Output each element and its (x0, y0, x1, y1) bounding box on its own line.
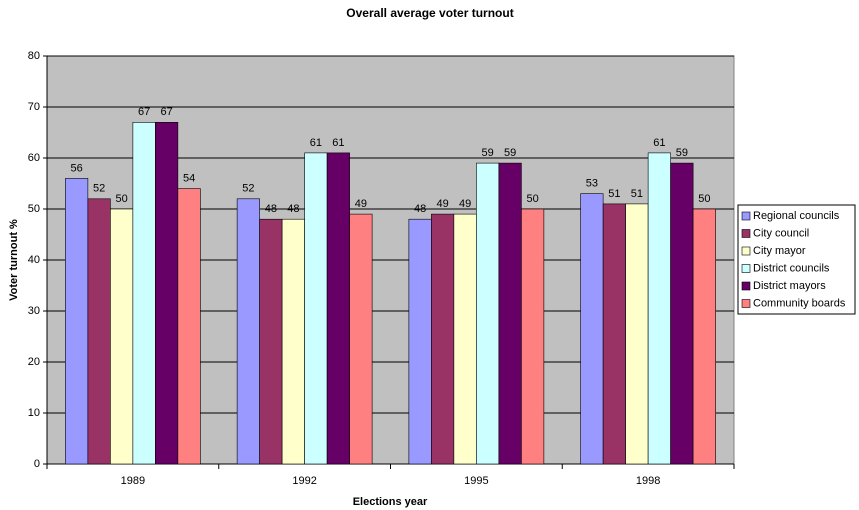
data-label: 51 (631, 188, 643, 200)
legend-label: Community boards (753, 297, 846, 309)
data-label: 61 (310, 137, 322, 149)
x-tick-label: 1995 (464, 475, 488, 487)
data-label: 53 (586, 178, 598, 190)
y-tick-label: 10 (28, 407, 40, 419)
bar (65, 178, 89, 465)
data-label: 52 (93, 183, 105, 195)
bar (236, 198, 260, 465)
legend-swatch (741, 299, 751, 308)
data-label: 50 (698, 193, 710, 205)
bar (498, 162, 522, 465)
data-label: 61 (332, 137, 344, 149)
bar (110, 208, 134, 465)
bar (87, 198, 111, 465)
bar (349, 213, 373, 465)
bar (453, 213, 477, 465)
data-label: 59 (676, 147, 688, 159)
y-tick-label: 20 (28, 356, 40, 368)
bar (670, 162, 694, 465)
chart-title: Overall average voter turnout (346, 6, 513, 20)
y-tick-label: 60 (28, 152, 40, 164)
bar (692, 208, 716, 465)
data-label: 49 (437, 198, 449, 210)
bar (132, 122, 156, 465)
y-tick-label: 0 (34, 458, 40, 470)
bar (602, 203, 626, 465)
y-tick-label: 30 (28, 305, 40, 317)
legend-box (737, 204, 856, 315)
x-tick-label: 1989 (121, 475, 145, 487)
data-label: 59 (504, 147, 516, 159)
data-label: 48 (287, 203, 299, 215)
data-label: 48 (265, 203, 277, 215)
data-label: 59 (482, 147, 494, 159)
legend-swatch (741, 211, 751, 221)
data-label: 50 (527, 193, 539, 205)
legend-swatch (741, 229, 751, 238)
bar (476, 162, 500, 465)
data-label: 54 (183, 173, 195, 185)
y-tick-label: 50 (28, 203, 40, 215)
bar (177, 188, 201, 465)
bar (259, 218, 283, 465)
bar (625, 203, 649, 465)
data-label: 56 (71, 162, 83, 174)
x-tick-label: 1998 (636, 475, 660, 487)
data-label: 50 (116, 193, 128, 205)
legend-swatch (741, 281, 751, 291)
bar (326, 152, 350, 465)
bar (647, 152, 671, 465)
legend-swatch (741, 264, 751, 273)
legend-label: City mayor (753, 245, 806, 257)
bar (304, 152, 328, 465)
data-label: 51 (608, 188, 620, 200)
bar (281, 218, 305, 465)
data-label: 67 (138, 106, 150, 118)
y-axis-title: Voter turnout % (8, 219, 20, 301)
bar (431, 213, 455, 465)
legend-swatch (741, 246, 751, 256)
data-label: 61 (653, 137, 665, 149)
data-label: 49 (355, 198, 367, 210)
legend-label: Regional councils (753, 210, 840, 222)
y-tick-label: 70 (28, 101, 40, 113)
bar (521, 208, 545, 465)
bar (155, 122, 179, 465)
legend-label: City council (753, 227, 809, 239)
y-tick-label: 40 (28, 254, 40, 266)
data-label: 49 (459, 198, 471, 210)
bar (580, 193, 604, 465)
legend-label: District mayors (753, 280, 826, 292)
y-tick-label: 80 (28, 50, 40, 62)
legend-label: District councils (753, 262, 830, 274)
data-label: 67 (161, 106, 173, 118)
x-axis-title: Elections year (353, 496, 428, 508)
x-tick-label: 1992 (292, 475, 316, 487)
data-label: 52 (242, 183, 254, 195)
bar (408, 218, 432, 465)
data-label: 48 (414, 203, 426, 215)
